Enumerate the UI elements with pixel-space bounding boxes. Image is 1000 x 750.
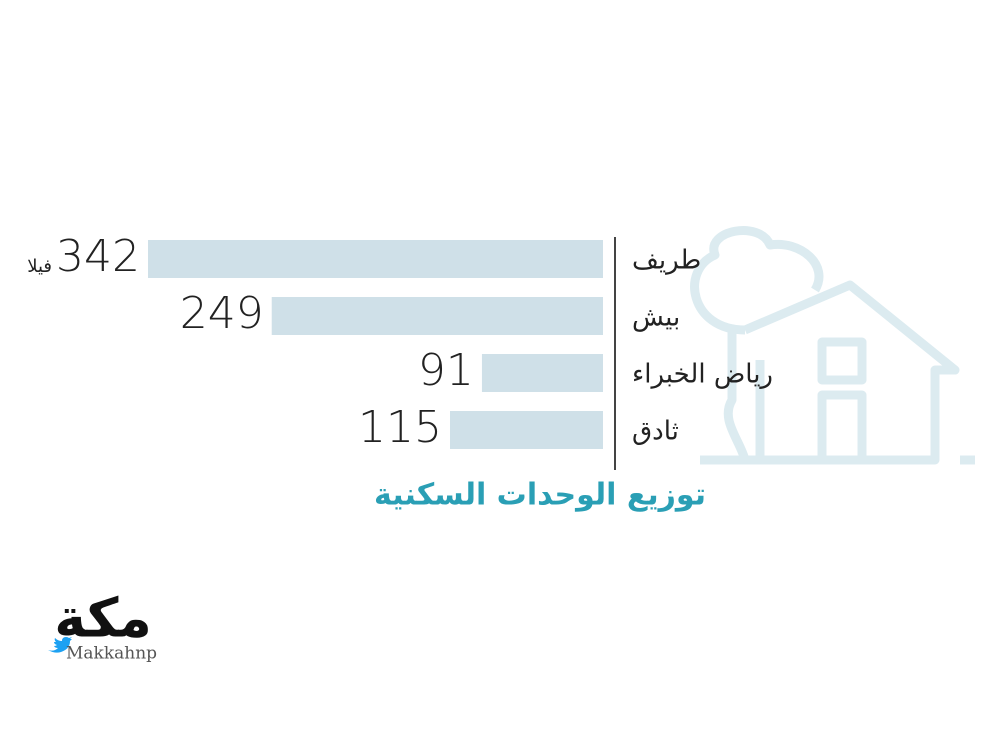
- bar: [148, 240, 603, 278]
- house-icon: [690, 226, 975, 465]
- chart-title: توزيع الوحدات السكنية: [374, 478, 706, 513]
- category-label: بيش: [632, 303, 680, 333]
- bar: [481, 354, 603, 392]
- value-label: 115: [358, 402, 442, 453]
- twitter-icon: [48, 637, 72, 653]
- value-label: 91: [418, 345, 474, 396]
- category-label: ثادق: [632, 417, 679, 447]
- unit-label: فيلا: [27, 256, 52, 277]
- bar: [450, 411, 603, 449]
- bar: [271, 297, 603, 335]
- category-label: رياض الخبراء: [632, 360, 773, 390]
- value-label: 342: [56, 231, 140, 282]
- logo: مكة Makkahnp: [48, 587, 157, 664]
- logo-handle: Makkahnp: [66, 644, 157, 664]
- value-label: 249: [180, 288, 264, 339]
- category-label: طريف: [632, 246, 701, 276]
